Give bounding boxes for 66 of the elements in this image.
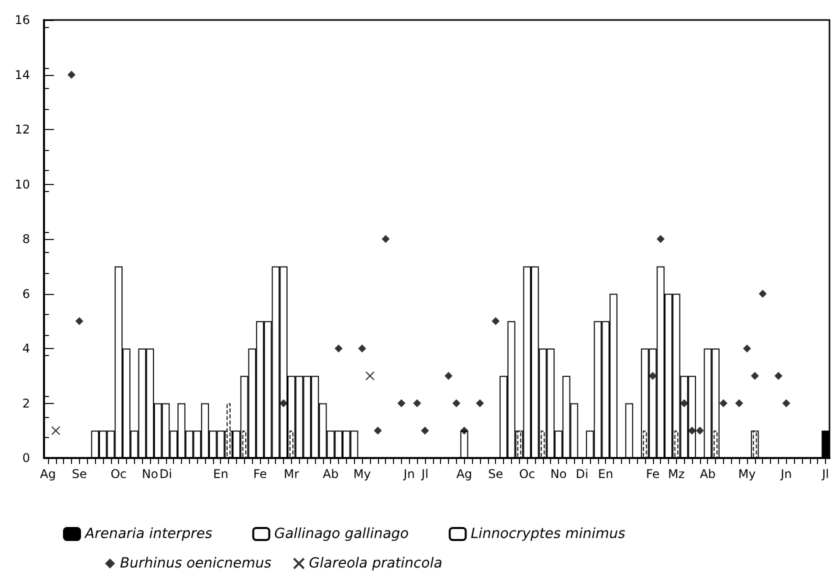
- point: [688, 426, 696, 435]
- y-tick-label: 6: [22, 286, 30, 301]
- point: [648, 372, 657, 380]
- legend-label: Gallinago gallinago: [274, 526, 409, 542]
- x-tick-label: En: [598, 467, 614, 481]
- point: [382, 235, 390, 243]
- y-tick-label: 0: [22, 451, 30, 465]
- y-tick-label: 2: [22, 396, 30, 410]
- legend-label: Glareola pratincola: [308, 556, 442, 572]
- x-tick-label: Ag: [456, 467, 472, 481]
- x-tick-label: My: [353, 467, 371, 481]
- x-tick-label: Mz: [668, 467, 685, 481]
- point: [750, 372, 759, 380]
- x-tick-label: Jn: [780, 467, 792, 481]
- point: [420, 426, 429, 435]
- x-tick-label: Ag: [40, 467, 56, 481]
- y-tick-label: 16: [14, 13, 30, 27]
- point: [680, 399, 688, 408]
- x-tick-label: Se: [72, 467, 87, 481]
- x-tick-label: Ab: [322, 467, 339, 481]
- point: [413, 399, 422, 408]
- point: [758, 290, 767, 298]
- legend-label: Linnocryptes minimus: [470, 526, 626, 542]
- point: [452, 399, 460, 408]
- x-tick-label: En: [213, 467, 228, 481]
- point: [444, 372, 453, 380]
- point: [492, 317, 500, 326]
- x-tick-label: Mr: [284, 467, 300, 481]
- point: [476, 399, 484, 408]
- point: [358, 344, 366, 352]
- x-tick-label: Ab: [700, 467, 716, 481]
- x-tick-label: Di: [576, 467, 588, 481]
- point: [460, 426, 468, 435]
- x-tick-label: No: [142, 467, 158, 481]
- x-tick-label: Jl: [821, 467, 830, 481]
- y-tick-label: 4: [22, 342, 30, 356]
- x-tick-label: Se: [488, 467, 504, 481]
- x-tick-label: Jl: [420, 467, 428, 481]
- y-tick-label: 12: [14, 122, 30, 136]
- point: [397, 399, 406, 408]
- point: [67, 70, 76, 79]
- point: [51, 426, 60, 436]
- x-tick-label: Fe: [646, 467, 660, 481]
- y-tick-label: 8: [22, 232, 30, 246]
- point: [696, 426, 704, 435]
- point: [365, 371, 375, 380]
- y-tick-label: 10: [14, 177, 30, 192]
- x-tick-label: My: [738, 467, 756, 481]
- point: [735, 399, 744, 408]
- x-tick-label: Jn: [402, 467, 415, 481]
- y-tick-label: 14: [14, 68, 30, 82]
- x-tick-label: Oc: [519, 467, 536, 481]
- x-tick-label: Fe: [253, 467, 267, 481]
- legend-label: Burhinus oenicnemus: [120, 556, 272, 572]
- point: [374, 426, 382, 435]
- x-tick-label: No: [550, 467, 567, 481]
- legend-label: Arenaria interpres: [84, 526, 212, 542]
- x-tick-label: Di: [159, 467, 172, 481]
- x-tick-label: Oc: [110, 467, 127, 481]
- point: [774, 372, 782, 380]
- point: [334, 344, 343, 352]
- point: [719, 399, 728, 408]
- point: [656, 235, 665, 243]
- point: [743, 344, 752, 352]
- point: [782, 399, 790, 408]
- point: [75, 317, 84, 326]
